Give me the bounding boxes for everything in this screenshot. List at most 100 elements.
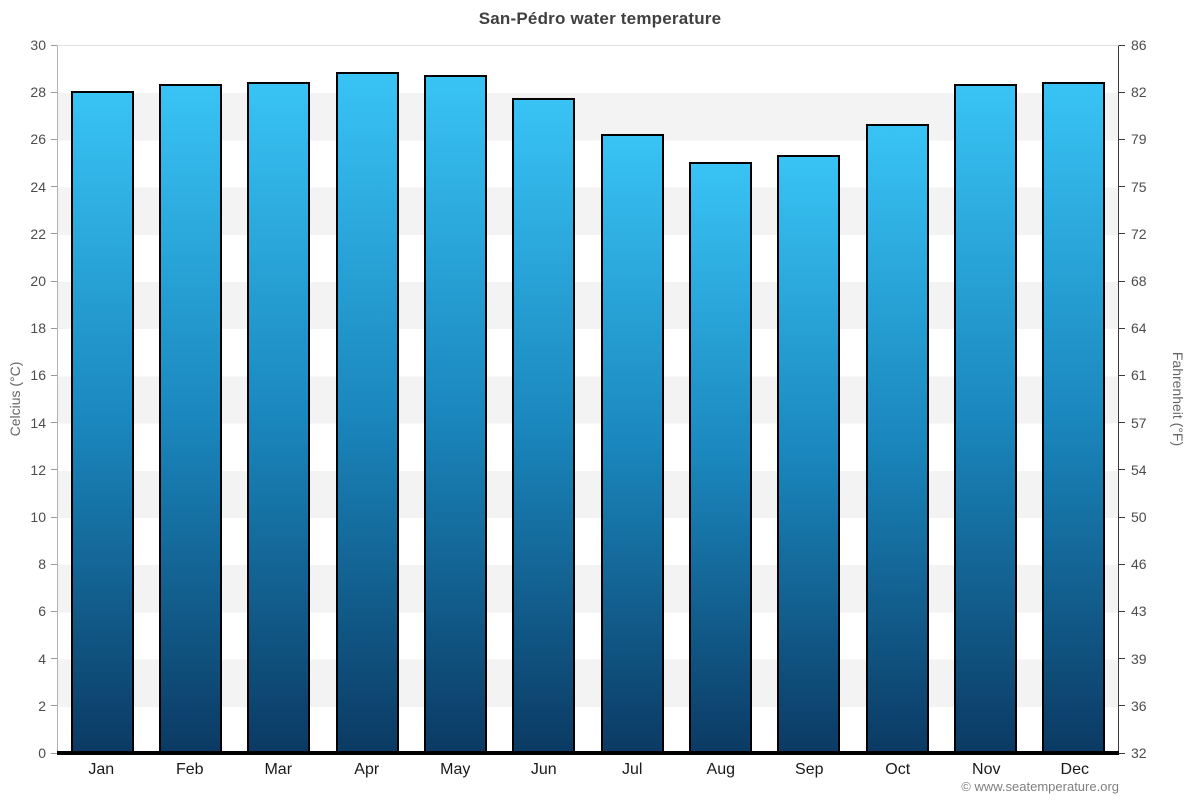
bar-slot <box>1030 46 1118 753</box>
tick-mark <box>1119 374 1125 376</box>
y-axis-title-fahrenheit: Fahrenheit (°F) <box>1170 351 1186 447</box>
bar-slot <box>146 46 234 753</box>
x-tick-label-jul: Jul <box>622 761 643 778</box>
tick-mark <box>51 469 57 471</box>
tick-mark <box>51 610 57 612</box>
y-tick-right-54: 54 <box>1119 462 1147 478</box>
bar-slot <box>58 46 146 753</box>
y-tick-right-68: 68 <box>1119 273 1147 289</box>
y-tick-left-28: 28 <box>30 84 57 100</box>
y-tick-right-36: 36 <box>1119 698 1147 714</box>
y-tick-right-75: 75 <box>1119 179 1147 195</box>
bar-mar <box>247 81 311 753</box>
y-axis-right: 32 36 39 43 46 50 54 57 61 64 68 72 75 79 82 86 <box>1119 37 1200 761</box>
tick-mark <box>51 138 57 140</box>
x-tick-label-oct: Oct <box>885 761 911 778</box>
y-tick-left-18: 18 <box>30 320 57 336</box>
bar-slot <box>235 46 323 753</box>
x-tick-label-dec: Dec <box>1060 761 1089 778</box>
tick-mark <box>1119 327 1125 329</box>
tick-mark <box>51 91 57 93</box>
bar-slot <box>941 46 1029 753</box>
x-tick-label-nov: Nov <box>972 761 1001 778</box>
tick-mark <box>1119 658 1125 660</box>
y-tick-left-24: 24 <box>30 179 57 195</box>
bar-slot <box>588 46 676 753</box>
plot-area <box>57 45 1119 755</box>
y-tick-left-12: 12 <box>30 462 57 478</box>
bar-nov <box>953 84 1017 753</box>
tick-mark <box>1119 705 1125 707</box>
y-tick-left-2: 2 <box>38 698 57 714</box>
tick-mark <box>1119 752 1125 754</box>
x-tick-label-jan: Jan <box>88 761 115 778</box>
y-tick-right-43: 43 <box>1119 603 1147 619</box>
bar-slot <box>500 46 588 753</box>
bar-jun <box>512 98 576 753</box>
y-tick-left-26: 26 <box>30 131 57 147</box>
tick-mark <box>1119 91 1125 93</box>
tick-mark <box>1119 563 1125 565</box>
bar-slot <box>676 46 764 753</box>
tick-mark <box>1119 138 1125 140</box>
bar-slot <box>765 46 853 753</box>
y-tick-right-57: 57 <box>1119 415 1147 431</box>
y-tick-right-82: 82 <box>1119 84 1147 100</box>
bar-sep <box>777 154 841 753</box>
tick-mark <box>51 280 57 282</box>
x-tick-label-feb: Feb <box>175 761 204 778</box>
tick-mark <box>51 44 57 46</box>
x-tick-label-aug: Aug <box>706 761 735 778</box>
bar-apr <box>335 72 399 753</box>
tick-mark <box>51 186 57 188</box>
y-tick-left-6: 6 <box>38 603 57 619</box>
tick-mark <box>1119 186 1125 188</box>
x-tick-label-jun: Jun <box>530 761 557 778</box>
tick-mark <box>51 422 57 424</box>
tick-mark <box>1119 469 1125 471</box>
y-tick-left-8: 8 <box>38 556 57 572</box>
y-tick-left-10: 10 <box>30 509 57 525</box>
bar-feb <box>158 84 222 753</box>
bar-jul <box>600 133 664 753</box>
chart-title: San-Pédro water temperature <box>478 9 722 28</box>
x-tick-label-mar: Mar <box>264 761 293 778</box>
tick-mark <box>51 563 57 565</box>
tick-mark <box>51 658 57 660</box>
x-tick-label-apr: Apr <box>354 761 380 778</box>
tick-mark <box>1119 610 1125 612</box>
tick-mark <box>51 374 57 376</box>
tick-mark <box>51 233 57 235</box>
y-axis-title-celsius: Celcius (°C) <box>7 361 23 437</box>
tick-mark <box>1119 422 1125 424</box>
y-tick-right-50: 50 <box>1119 509 1147 525</box>
y-tick-left-16: 16 <box>30 367 57 383</box>
y-tick-left-20: 20 <box>30 273 57 289</box>
y-tick-left-14: 14 <box>30 415 57 431</box>
bar-aug <box>688 161 752 753</box>
bar-oct <box>865 124 929 753</box>
x-tick-label-sep: Sep <box>795 761 824 778</box>
y-axis-left: 0 2 4 6 8 10 12 14 16 18 20 22 24 26 28 30 <box>0 37 57 761</box>
y-tick-right-39: 39 <box>1119 651 1147 667</box>
y-tick-left-4: 4 <box>38 651 57 667</box>
y-tick-left-30: 30 <box>30 37 57 53</box>
watermark: © www.seatemperature.org <box>961 779 1119 794</box>
bar-slot <box>853 46 941 753</box>
bar-jan <box>70 91 134 753</box>
x-axis-line <box>57 751 1119 755</box>
bar-slot <box>411 46 499 753</box>
bars-container <box>58 46 1118 753</box>
tick-mark <box>51 752 57 754</box>
y-tick-right-86: 86 <box>1119 37 1147 53</box>
tick-mark <box>1119 280 1125 282</box>
bar-may <box>423 74 487 753</box>
tick-mark <box>1119 516 1125 518</box>
tick-mark <box>51 327 57 329</box>
tick-mark <box>1119 44 1125 46</box>
y-tick-right-46: 46 <box>1119 556 1147 572</box>
y-tick-right-32: 32 <box>1119 745 1147 761</box>
y-tick-left-0: 0 <box>38 745 57 761</box>
y-tick-right-72: 72 <box>1119 226 1147 242</box>
